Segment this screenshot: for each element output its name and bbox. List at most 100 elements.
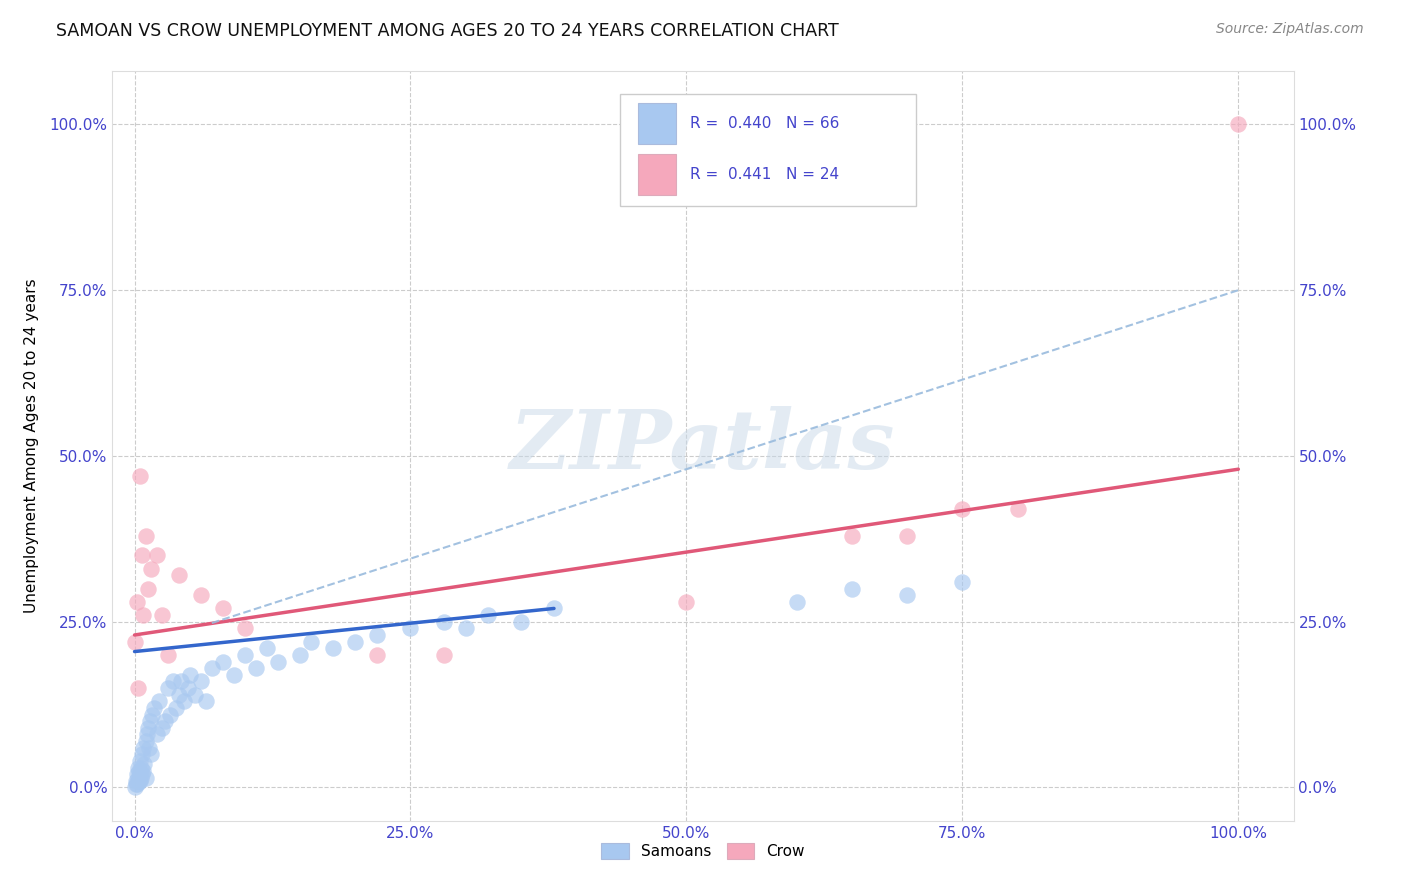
Point bbox=[159, 707, 181, 722]
Point bbox=[150, 721, 173, 735]
FancyBboxPatch shape bbox=[638, 153, 676, 195]
Point bbox=[190, 588, 212, 602]
Point bbox=[173, 694, 195, 708]
Point bbox=[131, 747, 153, 762]
FancyBboxPatch shape bbox=[620, 94, 915, 206]
Point bbox=[136, 721, 159, 735]
Point bbox=[245, 661, 267, 675]
Point bbox=[896, 588, 918, 602]
Point bbox=[167, 568, 190, 582]
Point bbox=[399, 621, 422, 635]
Point bbox=[950, 574, 973, 589]
Point bbox=[125, 777, 148, 791]
Point bbox=[131, 549, 153, 563]
Point bbox=[433, 615, 456, 629]
Point bbox=[128, 773, 150, 788]
Point bbox=[129, 773, 152, 788]
Point bbox=[150, 608, 173, 623]
Point bbox=[366, 648, 388, 662]
Point bbox=[141, 707, 163, 722]
Text: R =  0.441   N = 24: R = 0.441 N = 24 bbox=[690, 167, 839, 182]
Point bbox=[299, 634, 322, 648]
Text: Source: ZipAtlas.com: Source: ZipAtlas.com bbox=[1216, 22, 1364, 37]
Point bbox=[139, 562, 162, 576]
Point bbox=[222, 667, 245, 681]
Point bbox=[195, 694, 218, 708]
FancyBboxPatch shape bbox=[638, 103, 676, 145]
Point bbox=[288, 648, 311, 662]
Point bbox=[129, 761, 152, 775]
Point bbox=[138, 740, 160, 755]
Point bbox=[179, 667, 201, 681]
Point bbox=[136, 582, 159, 596]
Point bbox=[127, 761, 149, 775]
Point bbox=[454, 621, 477, 635]
Point bbox=[139, 747, 162, 762]
Point bbox=[132, 764, 155, 778]
Point bbox=[132, 740, 155, 755]
Point bbox=[344, 634, 367, 648]
Point bbox=[543, 601, 565, 615]
Text: R =  0.440   N = 66: R = 0.440 N = 66 bbox=[690, 116, 839, 131]
Point bbox=[155, 714, 177, 728]
Point bbox=[896, 528, 918, 542]
Point bbox=[366, 628, 388, 642]
Point bbox=[233, 621, 256, 635]
Point bbox=[156, 648, 179, 662]
Point bbox=[125, 767, 148, 781]
Point bbox=[129, 771, 152, 785]
Point bbox=[509, 615, 531, 629]
Point bbox=[145, 549, 167, 563]
Point bbox=[135, 771, 157, 785]
Point bbox=[233, 648, 256, 662]
Text: SAMOAN VS CROW UNEMPLOYMENT AMONG AGES 20 TO 24 YEARS CORRELATION CHART: SAMOAN VS CROW UNEMPLOYMENT AMONG AGES 2… bbox=[56, 22, 839, 40]
Point bbox=[675, 595, 697, 609]
Point bbox=[148, 694, 170, 708]
Point bbox=[841, 582, 863, 596]
Point bbox=[166, 701, 188, 715]
Point bbox=[127, 681, 149, 695]
Point bbox=[135, 734, 157, 748]
Point bbox=[139, 714, 162, 728]
Point bbox=[125, 595, 148, 609]
Point bbox=[167, 688, 190, 702]
Point bbox=[143, 701, 166, 715]
Point bbox=[212, 601, 235, 615]
Point bbox=[127, 771, 149, 785]
Point bbox=[433, 648, 456, 662]
Point bbox=[124, 634, 146, 648]
Point bbox=[267, 655, 290, 669]
Point bbox=[134, 757, 156, 772]
Point bbox=[841, 528, 863, 542]
Legend: Samoans, Crow: Samoans, Crow bbox=[595, 838, 811, 865]
Point bbox=[132, 608, 155, 623]
Point bbox=[477, 608, 499, 623]
Point bbox=[135, 528, 157, 542]
Point bbox=[1007, 502, 1029, 516]
Point bbox=[162, 674, 184, 689]
Point bbox=[128, 764, 150, 778]
Point bbox=[129, 767, 152, 781]
Point bbox=[201, 661, 224, 675]
Point bbox=[124, 773, 146, 788]
Point bbox=[1227, 117, 1250, 131]
Point bbox=[129, 754, 152, 768]
Point bbox=[322, 641, 344, 656]
Point bbox=[212, 655, 235, 669]
Text: ZIPatlas: ZIPatlas bbox=[510, 406, 896, 486]
Point bbox=[129, 468, 152, 483]
Point bbox=[170, 674, 193, 689]
Point bbox=[124, 777, 146, 791]
Point bbox=[131, 767, 153, 781]
Point bbox=[176, 681, 198, 695]
Point bbox=[124, 780, 146, 795]
Point bbox=[156, 681, 179, 695]
Point bbox=[950, 502, 973, 516]
Point bbox=[190, 674, 212, 689]
Point bbox=[135, 727, 157, 741]
Point bbox=[786, 595, 808, 609]
Point bbox=[256, 641, 278, 656]
Point bbox=[145, 727, 167, 741]
Y-axis label: Unemployment Among Ages 20 to 24 years: Unemployment Among Ages 20 to 24 years bbox=[24, 278, 38, 614]
Point bbox=[184, 688, 207, 702]
